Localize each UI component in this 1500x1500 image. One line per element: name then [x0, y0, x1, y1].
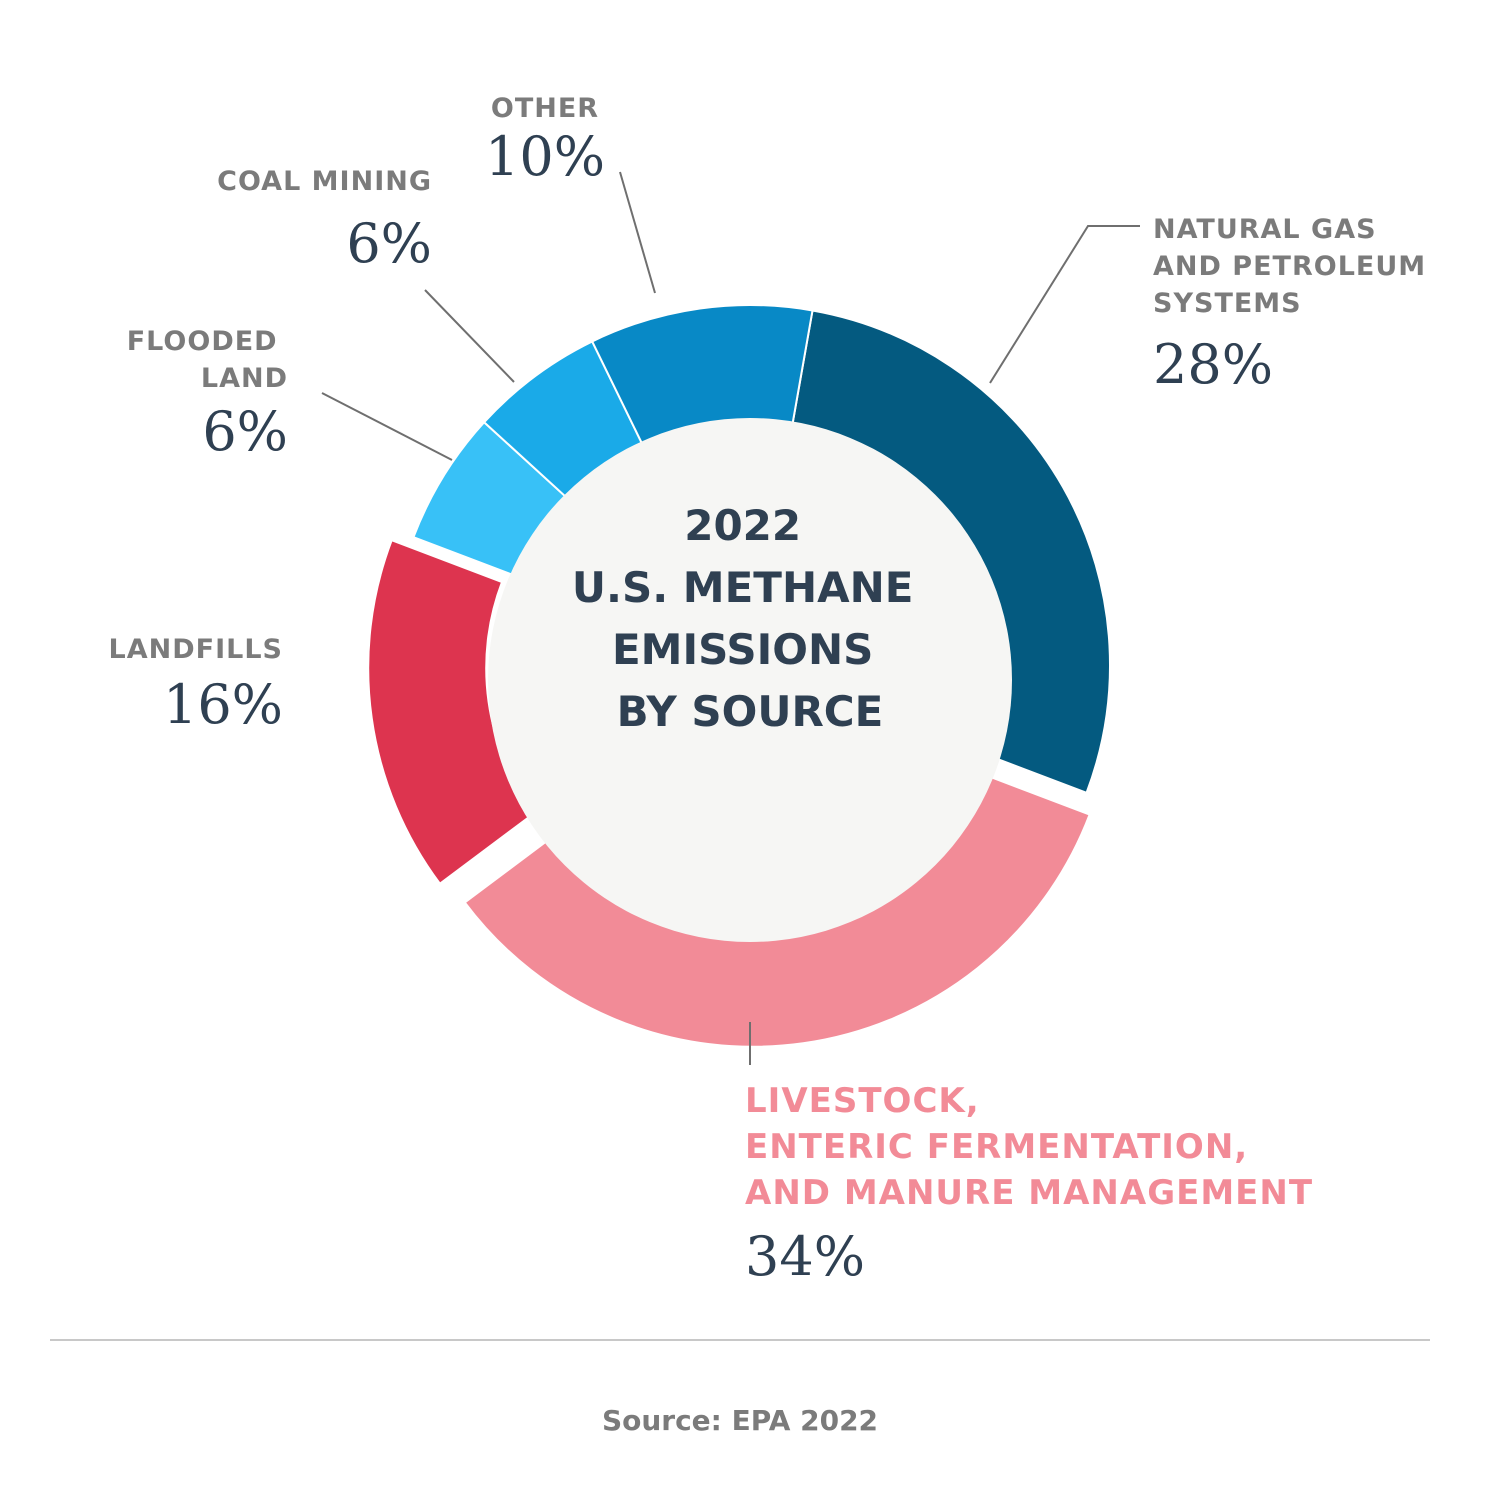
value-label: 16% [163, 673, 283, 736]
center-disc [488, 418, 1012, 942]
category-label: LIVESTOCK, ENTERIC FERMENTATION, AND MAN… [745, 1081, 1313, 1213]
leader-line [619, 171, 656, 294]
leader-line [321, 392, 453, 461]
value-label: 6% [202, 400, 288, 463]
category-label: COAL MINING [217, 166, 432, 197]
value-label: 34% [745, 1225, 865, 1288]
category-label: FLOODED LAND [127, 326, 288, 394]
value-label: 28% [1153, 333, 1273, 396]
value-label: 6% [346, 212, 432, 275]
leader-line [424, 289, 515, 383]
category-label: LANDFILLS [109, 634, 283, 665]
category-label: OTHER [491, 93, 599, 124]
source: Source: EPA 2022 [602, 1404, 878, 1437]
value-label: 10% [485, 125, 605, 188]
category-label: NATURAL GAS AND PETROLEUM SYSTEMS [1153, 214, 1437, 319]
chart-title: 2022 U.S. METHANE EMISSIONS BY SOURCE [572, 501, 928, 736]
leader-line [989, 225, 1140, 384]
